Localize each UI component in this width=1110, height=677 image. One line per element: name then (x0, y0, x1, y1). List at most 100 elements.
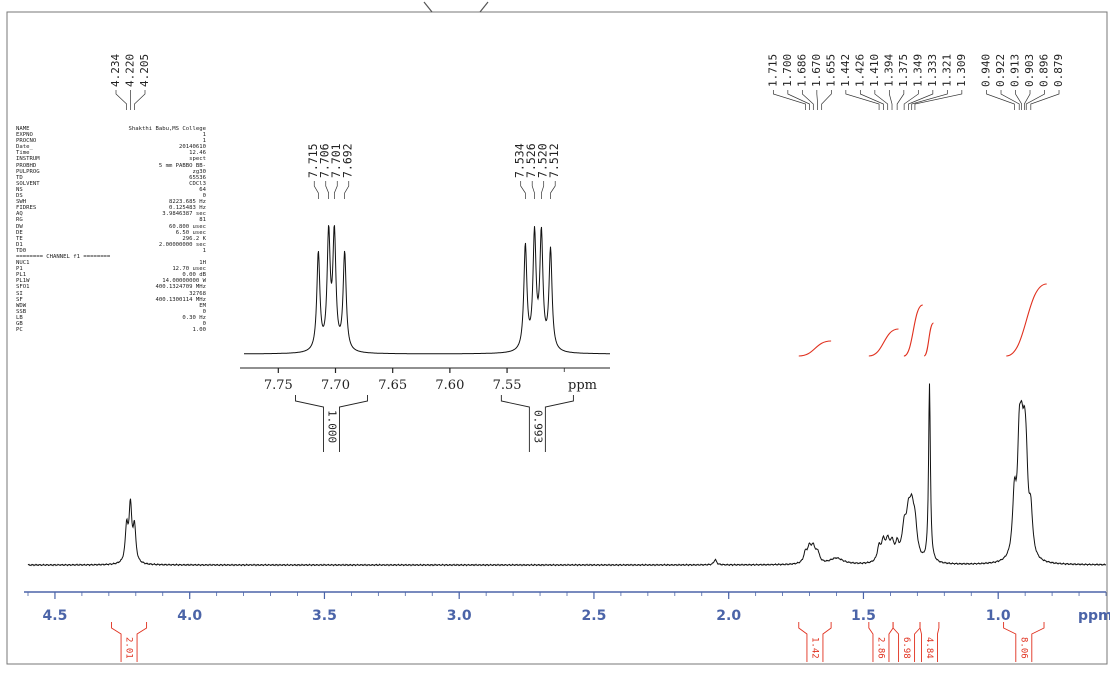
parameter-key: NS (16, 186, 23, 193)
peak-connector (986, 90, 1015, 110)
parameter-row: DE 6.50 usec (16, 230, 206, 236)
channel-parameter-row: WDW EM (16, 303, 206, 309)
x-tick-label: 7.65 (378, 378, 407, 393)
channel-parameter-value: 1.00 (192, 327, 206, 334)
peak-connector (888, 90, 893, 110)
peak-connector (115, 90, 127, 110)
peak-label: 0.879 (1052, 54, 1065, 87)
channel-parameter-key: PL1W (16, 278, 30, 285)
parameter-row: EXPNO 1 (16, 132, 206, 138)
channel-parameter-value: 0.00 dB (182, 272, 206, 279)
peak-connector (908, 90, 934, 110)
peak-connector (801, 90, 814, 110)
peak-connector (821, 90, 832, 110)
plot-frame (6, 11, 1108, 665)
channel-parameter-key: WDW (16, 302, 27, 309)
parameter-value: 81 (199, 217, 206, 224)
peak-connector (914, 90, 963, 110)
parameter-row: TE 296.2 K (16, 236, 206, 242)
channel-parameter-value: 14.00000000 W (162, 278, 206, 285)
integral-bracket-lines (111, 622, 148, 662)
peak-label: 4.220 (123, 54, 136, 87)
main-spectrum: 4.5 4.0 3.5 3.0 2.5 2.0 1.5 1.0 ppm 2.01 1.42 2.86 6… (24, 54, 1110, 662)
peak-label: 7.534 (513, 143, 527, 178)
x-tick-label: 1.5 (851, 608, 876, 624)
x-tick-label: 3.0 (447, 608, 472, 624)
integral-bracket: 8.06 (1003, 622, 1045, 662)
parameter-row: PROCNO 1 (16, 138, 206, 144)
channel-parameter-key: PC (16, 327, 23, 334)
peak-connector (845, 90, 880, 110)
parameter-key: EXPNO (16, 132, 33, 139)
channel-parameter-row: SI 32768 (16, 291, 206, 297)
x-tick-label: 1.0 (986, 608, 1011, 624)
peak-label: 0.903 (1023, 54, 1036, 87)
integral-bracket: 2.86 (868, 622, 894, 662)
peak-label: 1.715 (766, 54, 779, 87)
peak-label-group: 4.234 4.220 4.205 (109, 54, 151, 110)
channel-parameter-key: SF (16, 296, 23, 303)
integral-curve (868, 328, 899, 357)
x-axis: 4.5 4.0 3.5 3.0 2.5 2.0 1.5 1.0 ppm (24, 591, 1110, 624)
channel-parameter-value: 1H (199, 260, 206, 267)
parameter-key: TD (16, 174, 23, 181)
peak-label: 1.394 (882, 54, 895, 87)
parameter-key: FIDRES (16, 205, 37, 212)
channel-parameter-row: GB 0 (16, 321, 206, 327)
parameter-row: FIDRES 0.125483 Hz (16, 205, 206, 211)
parameter-key: DE (16, 229, 23, 236)
parameter-row: DW 60.800 usec (16, 224, 206, 230)
parameter-rows: NAME Shakthi Babu,MS College EXPNO 1 PROCNO 1… (16, 126, 206, 254)
parameter-value: 64 (199, 186, 206, 193)
x-tick-label: 2.5 (582, 608, 607, 624)
parameter-row: INSTRUM spect (16, 156, 206, 162)
peak-label: 7.715 (306, 143, 320, 178)
integral-bracket-lines (295, 395, 368, 452)
parameter-value: 20140610 (179, 144, 206, 151)
integral-value: 2.01 (124, 637, 134, 659)
spectrum-trace (27, 383, 1107, 567)
parameter-value: 0 (202, 193, 206, 200)
parameter-row: DS 0 (16, 193, 206, 199)
peak-connector (1023, 90, 1031, 110)
parameter-row: Time 12.46 (16, 150, 206, 156)
parameter-row: SOLVENT CDCl3 (16, 181, 206, 187)
integral-bracket-lines (1003, 622, 1045, 662)
integral-value: 0.993 (531, 410, 544, 443)
parameter-key: PULPROG (16, 168, 40, 175)
channel-parameter-row: PC 1.00 (16, 327, 206, 333)
peak-label: 1.410 (868, 54, 881, 87)
spectrum-trace (244, 225, 610, 355)
channel-parameter-key: SI (16, 290, 23, 297)
channel-parameter-row: SF 400.1300114 MHz (16, 297, 206, 303)
peak-connector (325, 181, 329, 199)
parameter-value: 3.9846387 sec (162, 211, 206, 218)
peak-label: 7.520 (536, 143, 550, 178)
x-axis-label: ppm (1078, 608, 1110, 624)
parameter-key: AQ (16, 211, 23, 218)
x-tick-label: 4.0 (177, 608, 202, 624)
channel-parameter-key: PL1 (16, 272, 27, 279)
channel-parameter-value: 400.1300114 MHz (155, 296, 206, 303)
peak-label: 1.442 (839, 54, 852, 87)
peak-connector (874, 90, 889, 110)
parameter-value: 1 (202, 132, 206, 139)
parameter-value: 1 (202, 247, 206, 254)
peak-label: 4.205 (138, 54, 151, 87)
peak-label: 7.706 (318, 143, 332, 178)
integral-bracket-lines (798, 622, 832, 662)
x-tick-label: 7.75 (264, 378, 293, 393)
integral-value: 1.42 (809, 637, 819, 659)
peak-connector (1000, 90, 1020, 110)
parameter-row: NAME Shakthi Babu,MS College (16, 126, 206, 132)
channel-parameter-row: NUC1 1H (16, 260, 206, 266)
parameter-key: PROBHD (16, 162, 37, 169)
peak-connector (344, 181, 350, 199)
peak-connector (903, 90, 919, 110)
parameter-value: 2.00000000 sec (158, 241, 206, 248)
x-axis: 7.75 7.70 7.65 7.60 7.55 ppm (240, 367, 610, 393)
parameter-key: Time (16, 150, 30, 157)
channel-parameter-value: 0 (202, 321, 206, 327)
